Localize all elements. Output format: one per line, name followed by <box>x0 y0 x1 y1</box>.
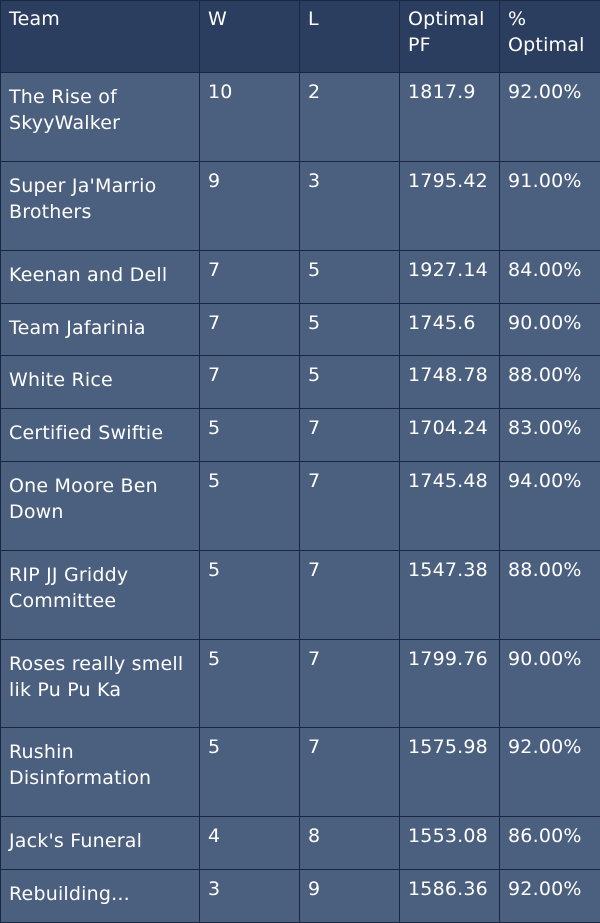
wins: 7 <box>199 355 300 410</box>
optimal-pf: 1547.38 <box>399 549 500 640</box>
team-name: Rushin Disinformation <box>0 727 200 818</box>
pct-optimal: 88.00% <box>499 355 600 410</box>
wins: 5 <box>199 408 300 462</box>
header-losses: L <box>299 0 400 73</box>
wins: 7 <box>199 302 300 357</box>
header-optimal-pf: Optimal PF <box>399 0 500 73</box>
wins: 4 <box>199 816 300 871</box>
pct-optimal: 83.00% <box>499 408 600 462</box>
team-name: Rebuilding... <box>0 869 200 923</box>
pct-optimal: 92.00% <box>499 727 600 818</box>
header-row: Team W L Optimal PF % Optimal <box>0 0 600 73</box>
losses: 7 <box>299 408 400 462</box>
optimal-pf: 1745.48 <box>399 460 500 551</box>
optimal-pf: 1748.78 <box>399 355 500 410</box>
team-name: Keenan and Dell <box>0 249 200 304</box>
losses: 5 <box>299 249 400 304</box>
team-name: Team Jafarinia <box>0 302 200 357</box>
pct-optimal: 90.00% <box>499 302 600 357</box>
pct-optimal: 92.00% <box>499 869 600 923</box>
table-row: RIP JJ Griddy Committee 5 7 1547.38 88.0… <box>0 549 600 640</box>
wins: 5 <box>199 549 300 640</box>
team-name: Roses really smell lik Pu Pu Ka <box>0 638 200 729</box>
pct-optimal: 86.00% <box>499 816 600 871</box>
pct-optimal: 84.00% <box>499 249 600 304</box>
table-row: Roses really smell lik Pu Pu Ka 5 7 1799… <box>0 638 600 729</box>
losses: 9 <box>299 869 400 923</box>
optimal-pf: 1799.76 <box>399 638 500 729</box>
wins: 5 <box>199 727 300 818</box>
team-name: RIP JJ Griddy Committee <box>0 549 200 640</box>
pct-optimal: 88.00% <box>499 549 600 640</box>
team-name: Super Ja'Marrio Brothers <box>0 160 200 251</box>
table-row: Rushin Disinformation 5 7 1575.98 92.00% <box>0 727 600 818</box>
table-row: One Moore Ben Down 5 7 1745.48 94.00% <box>0 460 600 551</box>
optimal-pf: 1704.24 <box>399 408 500 462</box>
losses: 5 <box>299 355 400 410</box>
wins: 9 <box>199 160 300 251</box>
wins: 5 <box>199 638 300 729</box>
optimal-pf: 1817.9 <box>399 72 500 162</box>
team-name: White Rice <box>0 355 200 410</box>
losses: 7 <box>299 549 400 640</box>
header-pct-optimal: % Optimal <box>499 0 600 73</box>
optimal-pf: 1795.42 <box>399 160 500 251</box>
losses: 7 <box>299 638 400 729</box>
table-row: Team Jafarinia 7 5 1745.6 90.00% <box>0 302 600 357</box>
table-row: Keenan and Dell 7 5 1927.14 84.00% <box>0 249 600 304</box>
losses: 7 <box>299 460 400 551</box>
wins: 3 <box>199 869 300 923</box>
losses: 2 <box>299 72 400 162</box>
pct-optimal: 92.00% <box>499 72 600 162</box>
team-name: Jack's Funeral <box>0 816 200 871</box>
optimal-pf: 1927.14 <box>399 249 500 304</box>
header-team: Team <box>0 0 200 73</box>
table-row: Jack's Funeral 4 8 1553.08 86.00% <box>0 816 600 871</box>
table-row: Super Ja'Marrio Brothers 9 3 1795.42 91.… <box>0 160 600 251</box>
table-row: Rebuilding... 3 9 1586.36 92.00% <box>0 869 600 923</box>
optimal-pf: 1553.08 <box>399 816 500 871</box>
table-row: The Rise of SkyyWalker 10 2 1817.9 92.00… <box>0 72 600 162</box>
optimal-pf: 1586.36 <box>399 869 500 923</box>
table-row: Certified Swiftie 5 7 1704.24 83.00% <box>0 408 600 462</box>
wins: 7 <box>199 249 300 304</box>
wins: 10 <box>199 72 300 162</box>
losses: 7 <box>299 727 400 818</box>
losses: 3 <box>299 160 400 251</box>
optimal-pf: 1745.6 <box>399 302 500 357</box>
pct-optimal: 90.00% <box>499 638 600 729</box>
optimal-pf: 1575.98 <box>399 727 500 818</box>
losses: 8 <box>299 816 400 871</box>
pct-optimal: 94.00% <box>499 460 600 551</box>
losses: 5 <box>299 302 400 357</box>
team-name: The Rise of SkyyWalker <box>0 72 200 162</box>
wins: 5 <box>199 460 300 551</box>
header-wins: W <box>199 0 300 73</box>
pct-optimal: 91.00% <box>499 160 600 251</box>
team-name: One Moore Ben Down <box>0 460 200 551</box>
table-row: White Rice 7 5 1748.78 88.00% <box>0 355 600 410</box>
team-name: Certified Swiftie <box>0 408 200 462</box>
